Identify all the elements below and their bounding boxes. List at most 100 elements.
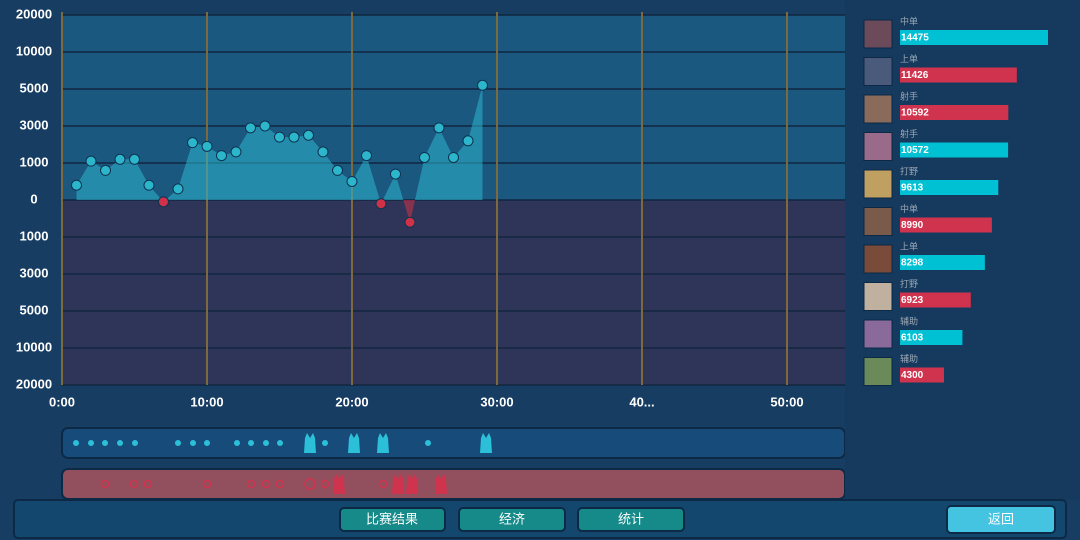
red-event-dot	[378, 479, 388, 489]
gold-diff-point	[404, 216, 416, 228]
blue-event-dot	[73, 440, 79, 446]
gold-value: 11426	[901, 70, 929, 81]
gold-value: 6103	[901, 333, 924, 344]
red-event-dot	[143, 479, 153, 489]
x-tick-label: 10:00	[190, 394, 223, 409]
player-role: 打野	[900, 165, 918, 176]
y-tick-label: 10000	[16, 339, 52, 354]
player-role: 上单	[900, 53, 918, 64]
x-tick-label: 20:00	[335, 394, 368, 409]
blue-event-dot	[322, 440, 328, 446]
player-role: 射手	[900, 90, 918, 101]
gold-diff-point	[332, 164, 343, 176]
gold-diff-point	[361, 150, 372, 162]
gold-diff-area-positive	[76, 85, 483, 200]
blue-tower-icon	[304, 433, 316, 453]
hero-portrait	[863, 357, 893, 386]
red-event-dot	[320, 479, 330, 489]
red-tower-icon	[435, 474, 447, 494]
gold-bar	[900, 255, 985, 270]
gold-diff-point	[143, 179, 155, 191]
blue-event-dot	[132, 440, 138, 446]
y-tick-label: 3000	[20, 265, 49, 280]
blue-tower-icon	[377, 433, 389, 453]
gold-diff-point	[114, 153, 126, 165]
hero-portrait	[863, 19, 893, 49]
player-role: 上单	[900, 240, 918, 251]
red-event-dot	[261, 479, 271, 489]
gold-diff-point	[201, 140, 213, 152]
y-tick-label: 0	[30, 191, 37, 206]
economy-button[interactable]	[458, 507, 566, 532]
y-tick-label: 20000	[16, 376, 52, 391]
back-button[interactable]	[946, 505, 1056, 534]
x-tick-label: 50:00	[770, 394, 803, 409]
blue-event-dot	[88, 440, 94, 446]
negative-zone	[62, 200, 845, 385]
blue-event-dot	[175, 440, 181, 446]
gold-diff-point	[230, 146, 242, 158]
blue-tower-icon	[480, 433, 492, 453]
hero-portrait	[863, 282, 893, 311]
gold-bar	[900, 67, 1017, 83]
stats-button-label[interactable]: 统计	[618, 511, 644, 526]
back-button-label[interactable]: 返回	[988, 511, 1014, 526]
gold-bar	[900, 180, 999, 195]
gold-value: 4300	[901, 370, 924, 381]
result-button[interactable]	[339, 507, 446, 532]
gold-diff-point	[303, 129, 314, 141]
gold-diff-point	[274, 131, 285, 143]
gold-diff-point	[85, 155, 97, 167]
player-role: 辅助	[900, 315, 918, 326]
blue-event-dot	[234, 440, 240, 446]
gold-value: 9613	[901, 183, 924, 194]
y-tick-label: 5000	[20, 80, 49, 95]
gold-diff-point	[448, 151, 459, 163]
gold-value: 8990	[901, 220, 924, 231]
player-role: 射手	[900, 128, 918, 139]
hero-portrait	[863, 319, 893, 349]
blue-tower-icon	[348, 433, 360, 453]
gold-diff-point	[216, 150, 227, 162]
red-tower-icon	[333, 474, 345, 494]
hero-portrait	[863, 132, 893, 161]
result-button-label[interactable]: 比赛结果	[366, 511, 418, 526]
gold-bar	[900, 105, 1009, 120]
red-event-dot	[304, 478, 316, 490]
gold-diff-point	[390, 168, 401, 180]
blue-event-dot	[190, 440, 196, 446]
gold-value: 8298	[901, 258, 924, 269]
blue-event-dot	[263, 440, 269, 446]
blue-event-dot	[102, 440, 108, 446]
x-tick-label: 30:00	[480, 394, 513, 409]
red-event-dot	[100, 479, 110, 489]
x-tick-label: 0:00	[49, 394, 75, 409]
gold-diff-point	[129, 153, 140, 165]
gold-diff-point	[346, 176, 358, 187]
gold-bar	[900, 330, 963, 345]
gold-diff-point	[477, 79, 488, 91]
gold-diff-point	[375, 198, 387, 210]
gold-diff-point	[172, 183, 184, 195]
y-tick-label: 10000	[16, 43, 52, 58]
gold-bar	[900, 292, 971, 308]
gold-diff-point	[187, 137, 198, 149]
gold-diff-point	[419, 151, 430, 163]
gold-diff-point	[259, 120, 271, 132]
stats-button[interactable]	[577, 507, 685, 532]
hero-portrait	[863, 57, 893, 86]
y-tick-label: 3000	[20, 117, 49, 132]
gold-bar	[900, 367, 944, 383]
economy-button-label[interactable]: 经济	[499, 511, 525, 526]
gold-bar	[900, 30, 1048, 45]
y-tick-label: 1000	[20, 228, 49, 243]
hero-portrait	[863, 169, 893, 199]
player-role: 辅助	[900, 353, 918, 364]
blue-event-dot	[248, 440, 254, 446]
red-tower-icon	[406, 474, 418, 494]
gold-value: 10572	[901, 145, 929, 156]
y-tick-label: 1000	[20, 154, 49, 169]
blue-event-dot	[117, 440, 123, 446]
red-event-dot	[246, 479, 256, 489]
